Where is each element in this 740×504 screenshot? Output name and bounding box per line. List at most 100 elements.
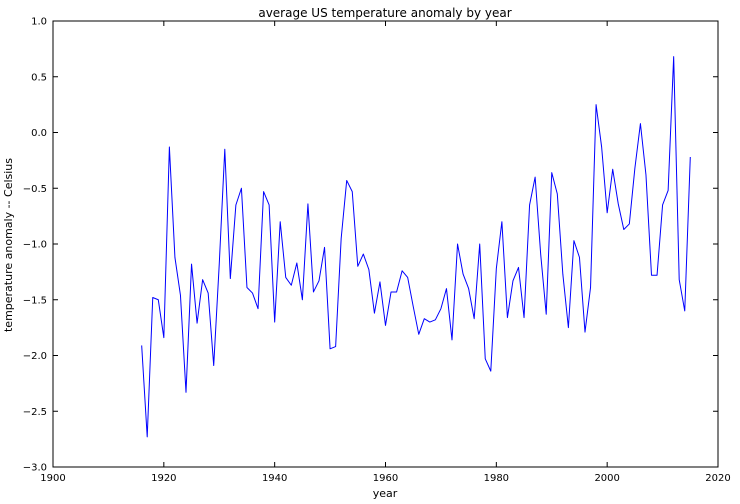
- data-point: [285, 276, 287, 278]
- data-point: [429, 321, 431, 323]
- data-point: [517, 266, 519, 268]
- y-tick-label: −2.5: [23, 407, 47, 418]
- data-point: [667, 189, 669, 191]
- data-point: [207, 292, 209, 294]
- data-point: [423, 318, 425, 320]
- y-tick-label: −0.5: [23, 184, 47, 195]
- data-point: [418, 333, 420, 335]
- data-point: [495, 267, 497, 269]
- data-point: [201, 278, 203, 280]
- data-point: [174, 256, 176, 258]
- data-point: [262, 190, 264, 192]
- data-point: [661, 204, 663, 206]
- data-point: [440, 307, 442, 309]
- data-point: [612, 168, 614, 170]
- data-point: [152, 296, 154, 298]
- data-point: [479, 243, 481, 245]
- data-point: [395, 291, 397, 293]
- data-point: [379, 281, 381, 283]
- data-point: [168, 146, 170, 148]
- data-point: [617, 203, 619, 205]
- data-point: [412, 305, 414, 307]
- data-point: [456, 243, 458, 245]
- data-point: [628, 223, 630, 225]
- data-point: [279, 221, 281, 223]
- data-point: [556, 193, 558, 195]
- x-tick-label: 1900: [40, 473, 65, 484]
- data-point: [606, 212, 608, 214]
- data-point: [406, 276, 408, 278]
- y-axis-label: temperature anomaly -- Celsius: [2, 158, 15, 332]
- data-point: [390, 291, 392, 293]
- data-point: [467, 287, 469, 289]
- data-point: [251, 292, 253, 294]
- data-point: [163, 336, 165, 338]
- chart-title: average US temperature anomaly by year: [258, 6, 511, 20]
- data-point: [235, 204, 237, 206]
- data-point: [229, 277, 231, 279]
- data-point: [257, 307, 259, 309]
- x-tick-label: 2020: [705, 473, 730, 484]
- data-point: [329, 348, 331, 350]
- data-point: [684, 310, 686, 312]
- plot-area: 1900 1920 1940 1960 1980 2000 2020 −3.0 −2.5 −2.0…: [23, 17, 731, 485]
- data-point: [523, 316, 525, 318]
- data-point: [368, 268, 370, 270]
- data-point: [312, 291, 314, 293]
- data-point: [578, 256, 580, 258]
- data-point: [346, 179, 348, 181]
- y-tick-label: −1.5: [23, 295, 47, 306]
- data-point: [351, 190, 353, 192]
- data-point: [240, 187, 242, 189]
- data-point: [600, 146, 602, 148]
- data-point: [140, 344, 142, 346]
- data-point: [656, 274, 658, 276]
- y-tick-label: 1.0: [31, 17, 47, 28]
- data-point: [623, 228, 625, 230]
- data-point: [373, 312, 375, 314]
- y-tick-label: −1.0: [23, 240, 47, 251]
- data-point: [224, 148, 226, 150]
- x-tick-label: 1960: [373, 473, 398, 484]
- data-point: [301, 299, 303, 301]
- data-point: [484, 358, 486, 360]
- data-point: [634, 167, 636, 169]
- data-point: [473, 318, 475, 320]
- y-tick-label: 0.5: [31, 72, 47, 83]
- data-point: [689, 156, 691, 158]
- data-point: [534, 176, 536, 178]
- data-point: [179, 294, 181, 296]
- data-point: [562, 273, 564, 275]
- data-point: [213, 364, 215, 366]
- data-point: [296, 262, 298, 264]
- data-point: [218, 263, 220, 265]
- data-point: [384, 324, 386, 326]
- x-tick-label: 2000: [594, 473, 619, 484]
- data-point: [357, 265, 359, 267]
- data-point: [539, 253, 541, 255]
- data-point: [545, 313, 547, 315]
- data-point: [512, 280, 514, 282]
- data-point: [340, 237, 342, 239]
- data-point: [551, 171, 553, 173]
- data-point: [490, 370, 492, 372]
- data-point: [307, 203, 309, 205]
- data-point: [445, 287, 447, 289]
- data-point: [506, 316, 508, 318]
- x-tick-label: 1920: [151, 473, 176, 484]
- data-point: [678, 278, 680, 280]
- data-point: [157, 299, 159, 301]
- data-point: [672, 55, 674, 57]
- data-point: [401, 270, 403, 272]
- data-point: [190, 263, 192, 265]
- data-point: [528, 204, 530, 206]
- y-tick-label: −3.0: [23, 463, 47, 474]
- data-point: [146, 436, 148, 438]
- data-point: [501, 221, 503, 223]
- data-point: [451, 339, 453, 341]
- y-tick-label: −2.0: [23, 351, 47, 362]
- data-point: [290, 284, 292, 286]
- data-point: [595, 103, 597, 105]
- x-tick-label: 1940: [262, 473, 287, 484]
